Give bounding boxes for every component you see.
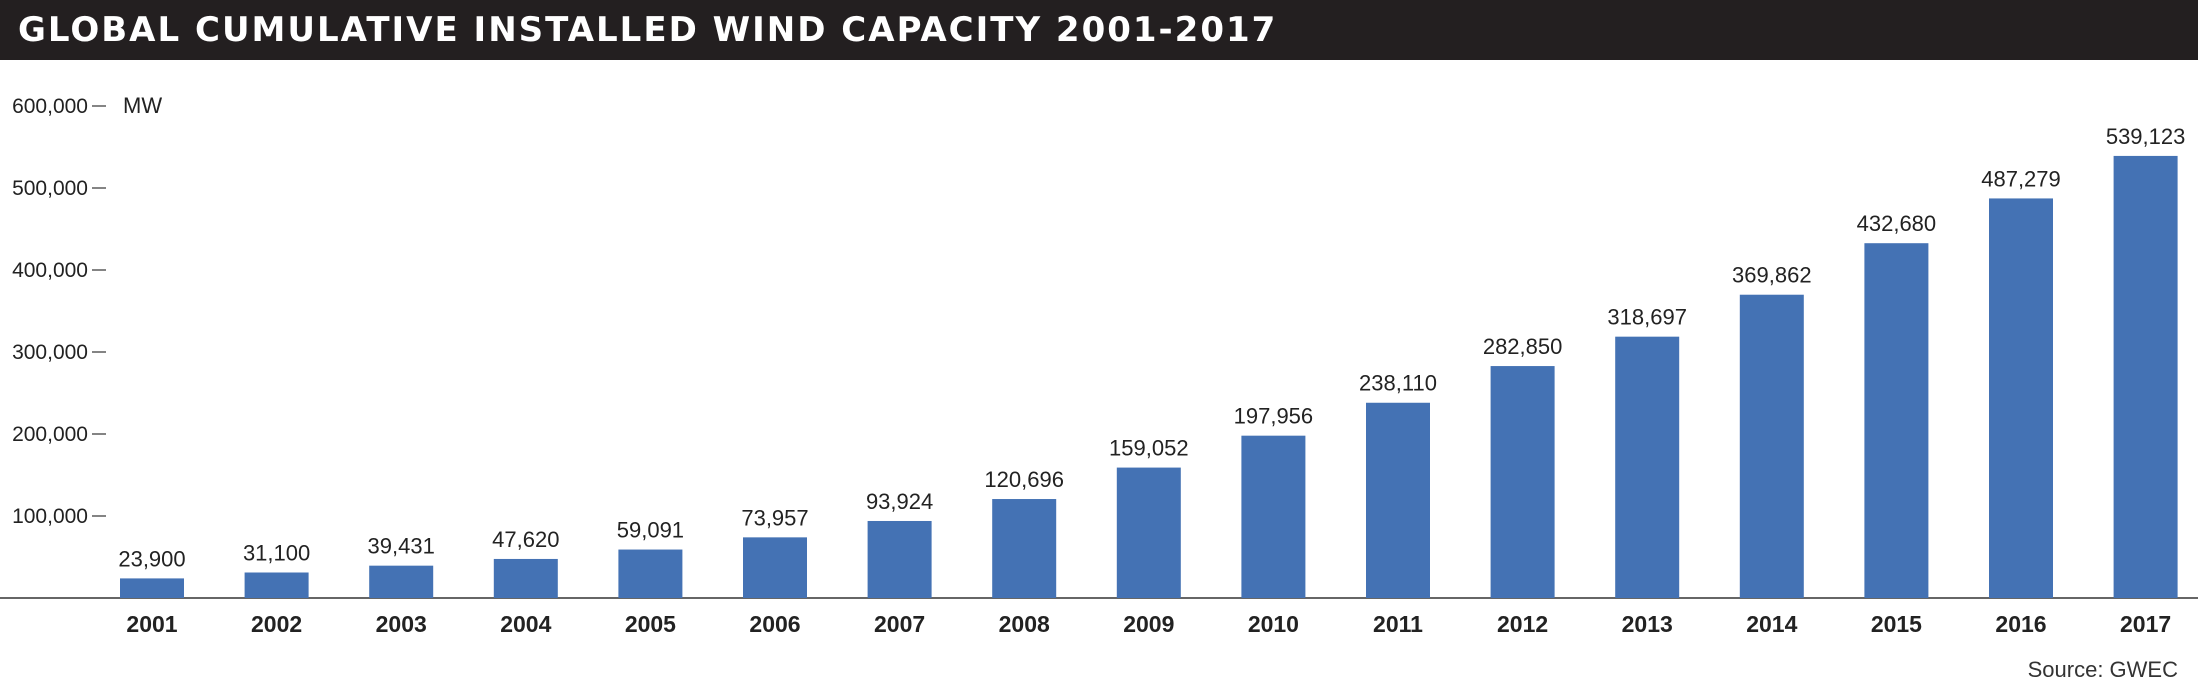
x-tick-label: 2001 — [126, 611, 177, 637]
y-tick-label: 200,000 — [12, 423, 88, 446]
bar — [992, 499, 1057, 598]
x-tick-label: 2010 — [1248, 611, 1299, 637]
bar — [1615, 336, 1680, 598]
bar — [1989, 198, 2053, 598]
x-tick-label: 2002 — [251, 611, 302, 637]
bar-value-label: 282,850 — [1483, 334, 1563, 359]
bar-value-label: 318,697 — [1607, 305, 1687, 330]
y-tick-label: 600,000 — [12, 95, 88, 118]
bar — [1864, 243, 1929, 598]
x-tick-label: 2005 — [625, 611, 676, 637]
bar — [369, 565, 434, 598]
bar-chart: 100,000 200,000 300,000 400,000 500,000 600,0… — [0, 93, 2198, 637]
x-tick-label: 2014 — [1746, 611, 1797, 637]
bar-value-label: 47,620 — [492, 527, 559, 552]
bar-value-label: 23,900 — [118, 546, 185, 571]
y-tick-label: 300,000 — [12, 341, 88, 364]
bar — [1490, 366, 1555, 598]
x-tick-label: 2017 — [2120, 611, 2171, 637]
bar-value-label: 432,680 — [1857, 211, 1937, 236]
x-tick-label: 2011 — [1373, 611, 1423, 637]
bar — [1739, 294, 1804, 598]
bar — [867, 520, 932, 598]
bar — [1116, 467, 1181, 598]
bar — [120, 578, 184, 598]
bar — [2113, 155, 2178, 599]
bar-value-label: 197,956 — [1234, 404, 1314, 429]
bar-value-label: 159,052 — [1109, 436, 1189, 461]
bar-value-label: 487,279 — [1981, 166, 2061, 191]
bar-value-label: 59,091 — [617, 518, 684, 543]
x-tick-label: 2008 — [999, 611, 1050, 637]
x-tick-label: 2006 — [749, 611, 800, 637]
bar — [618, 549, 683, 598]
x-tick-label: 2009 — [1123, 611, 1174, 637]
bar-value-label: 31,100 — [243, 540, 310, 565]
bar-value-label: 73,957 — [741, 505, 808, 530]
source-note: Source: GWEC — [2027, 657, 2178, 682]
bar — [244, 572, 309, 598]
x-tick-label: 2013 — [1622, 611, 1673, 637]
bar-value-label: 238,110 — [1359, 371, 1437, 396]
title-bar: GLOBAL CUMULATIVE INSTALLED WIND CAPACIT… — [0, 0, 2198, 60]
bar — [1366, 402, 1430, 598]
bar-value-label: 369,862 — [1732, 263, 1812, 288]
y-tick-label: 100,000 — [12, 505, 88, 528]
chart-title: GLOBAL CUMULATIVE INSTALLED WIND CAPACIT… — [18, 10, 1278, 50]
bar — [743, 537, 807, 598]
y-tick-label: 500,000 — [12, 177, 88, 200]
x-tick-label: 2012 — [1497, 611, 1548, 637]
x-tick-label: 2004 — [500, 611, 551, 637]
x-tick-label: 2007 — [874, 611, 925, 637]
bar-value-label: 120,696 — [984, 467, 1064, 492]
bar-value-label: 39,431 — [368, 534, 435, 559]
y-axis-unit-label: MW — [123, 93, 162, 118]
bar-value-label: 93,924 — [866, 489, 933, 514]
bar — [493, 558, 558, 598]
x-tick-label: 2003 — [376, 611, 427, 637]
x-tick-label: 2015 — [1871, 611, 1922, 637]
x-tick-label: 2016 — [1995, 611, 2046, 637]
bar-value-label: 539,123 — [2106, 124, 2186, 149]
bar — [1241, 435, 1306, 598]
y-tick-label: 400,000 — [12, 259, 88, 282]
